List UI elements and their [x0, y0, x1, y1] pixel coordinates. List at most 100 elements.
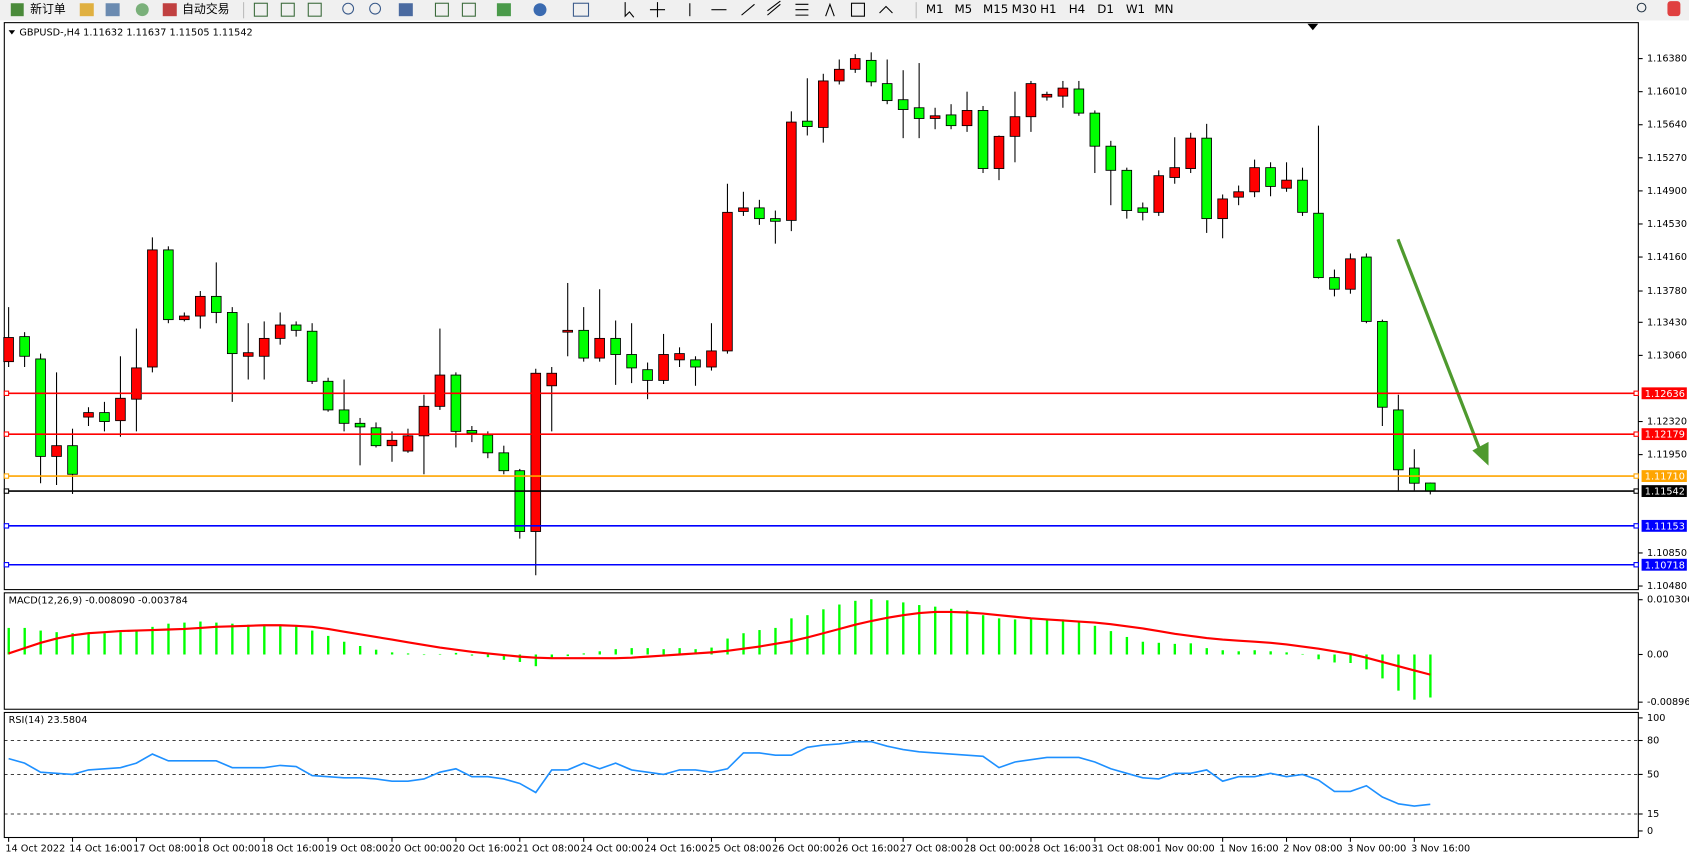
timeframe-button[interactable]: M1 [926, 2, 944, 16]
macd-bar [1093, 625, 1097, 655]
candle-body [1137, 207, 1149, 213]
x-tick-label: 1 Nov 00:00 [1156, 843, 1215, 854]
timeframe-button[interactable]: H4 [1069, 2, 1085, 16]
timeframe-button[interactable]: M30 [1012, 2, 1037, 16]
text-icon[interactable] [825, 2, 835, 17]
new-order-button[interactable]: 新订单 [30, 2, 66, 16]
candle-body [402, 435, 414, 452]
candle-icon[interactable] [280, 2, 295, 17]
bar-chart-icon[interactable] [253, 2, 268, 17]
macd-bar [1205, 648, 1208, 655]
macd-bar [918, 605, 921, 655]
tile-icon[interactable] [398, 3, 413, 17]
y-tick-label: 80 [1647, 736, 1659, 747]
timeframe-button[interactable]: M15 [983, 2, 1008, 16]
auto-trading-button[interactable]: 自动交易 [182, 2, 229, 16]
fibo-icon[interactable] [795, 3, 809, 16]
y-tick-label: 1.10850 [1647, 548, 1687, 559]
macd-bar [1237, 651, 1240, 655]
y-tick-label: 1.16380 [1647, 54, 1687, 65]
auto-trading-icon[interactable] [162, 3, 177, 17]
timeframe-button[interactable]: W1 [1126, 2, 1145, 16]
macd-bar [742, 633, 745, 655]
icon[interactable] [105, 3, 120, 17]
macd-bar [454, 652, 458, 655]
candle-body [1329, 277, 1340, 290]
channel-icon[interactable] [767, 0, 781, 16]
search-icon[interactable] [1636, 2, 1647, 13]
candle-body [578, 329, 589, 359]
scroll-icon[interactable] [434, 2, 449, 17]
macd-panel [3, 592, 1639, 710]
zoom-out-icon[interactable] [369, 2, 382, 15]
templates-icon[interactable] [572, 2, 590, 17]
macd-bar [87, 633, 90, 655]
x-tick-label: 19 Oct 08:00 [325, 843, 388, 854]
new-order-icon[interactable] [10, 3, 24, 17]
x-tick-label: 18 Oct 00:00 [197, 843, 260, 854]
macd-bar [231, 623, 234, 655]
trendline-icon[interactable] [741, 3, 755, 16]
timeframe-button[interactable]: M5 [954, 2, 972, 16]
candle-body [195, 295, 206, 317]
macd-bar [71, 633, 74, 655]
macd-bar [215, 622, 218, 655]
macd-bar [534, 654, 538, 667]
y-tick-label: 1.14160 [1647, 252, 1687, 263]
candle-body [498, 452, 510, 472]
candle-body [290, 324, 302, 331]
timeframe-button[interactable]: D1 [1097, 2, 1114, 16]
macd-bar [1157, 642, 1161, 655]
y-tick-label: 1.10480 [1647, 581, 1687, 592]
y-tick-label: 1.15640 [1647, 120, 1687, 131]
candle-body [993, 135, 1005, 169]
cursor-icon[interactable] [624, 2, 635, 18]
candle-body [242, 352, 254, 357]
candle-body [610, 337, 621, 355]
x-tick-label: 14 Oct 16:00 [69, 843, 132, 854]
macd-bar [790, 618, 793, 655]
candle-body [306, 330, 318, 382]
candle-body [1009, 116, 1021, 137]
macd-bar [1333, 654, 1336, 663]
candle-body [865, 59, 877, 83]
notification-icon[interactable] [1667, 1, 1681, 17]
macd-bar [678, 648, 681, 655]
macd-bar [758, 630, 761, 655]
macd-bar [342, 641, 346, 655]
shift-icon[interactable] [461, 2, 476, 17]
candle-body [370, 427, 382, 447]
line-icon[interactable] [307, 2, 322, 17]
icon[interactable] [135, 3, 149, 17]
level-handle [3, 562, 10, 568]
macd-bar [1397, 654, 1400, 691]
x-tick-label: 3 Nov 16:00 [1411, 843, 1470, 854]
candle-body [1377, 320, 1388, 408]
candle-body [1121, 169, 1133, 211]
label-icon[interactable] [850, 2, 865, 17]
candle-body [674, 353, 685, 361]
x-tick-label: 20 Oct 00:00 [389, 843, 452, 854]
macd-bar [1349, 654, 1352, 663]
timeframe-button[interactable]: H1 [1040, 2, 1056, 16]
indicators-icon[interactable] [496, 3, 511, 17]
zoom-in-icon[interactable] [342, 2, 355, 15]
candle-body [1233, 191, 1244, 198]
candle-body [802, 120, 813, 127]
level-tag [1641, 519, 1687, 532]
candle-body [514, 470, 526, 532]
timeframe-button[interactable]: MN [1154, 2, 1173, 16]
icon[interactable] [79, 3, 94, 17]
arrows-icon[interactable] [879, 5, 893, 14]
signal-line [8, 610, 1431, 676]
macd-bar [806, 615, 809, 655]
candle-body [35, 358, 46, 457]
candle-body [818, 80, 829, 128]
periods-icon[interactable] [533, 3, 547, 17]
rsi-title: RSI(14) 23.5804 [9, 715, 88, 726]
candle-body [913, 107, 925, 119]
crosshair-icon[interactable] [649, 2, 666, 18]
macd-bar [710, 647, 713, 655]
level-handle [3, 390, 10, 396]
